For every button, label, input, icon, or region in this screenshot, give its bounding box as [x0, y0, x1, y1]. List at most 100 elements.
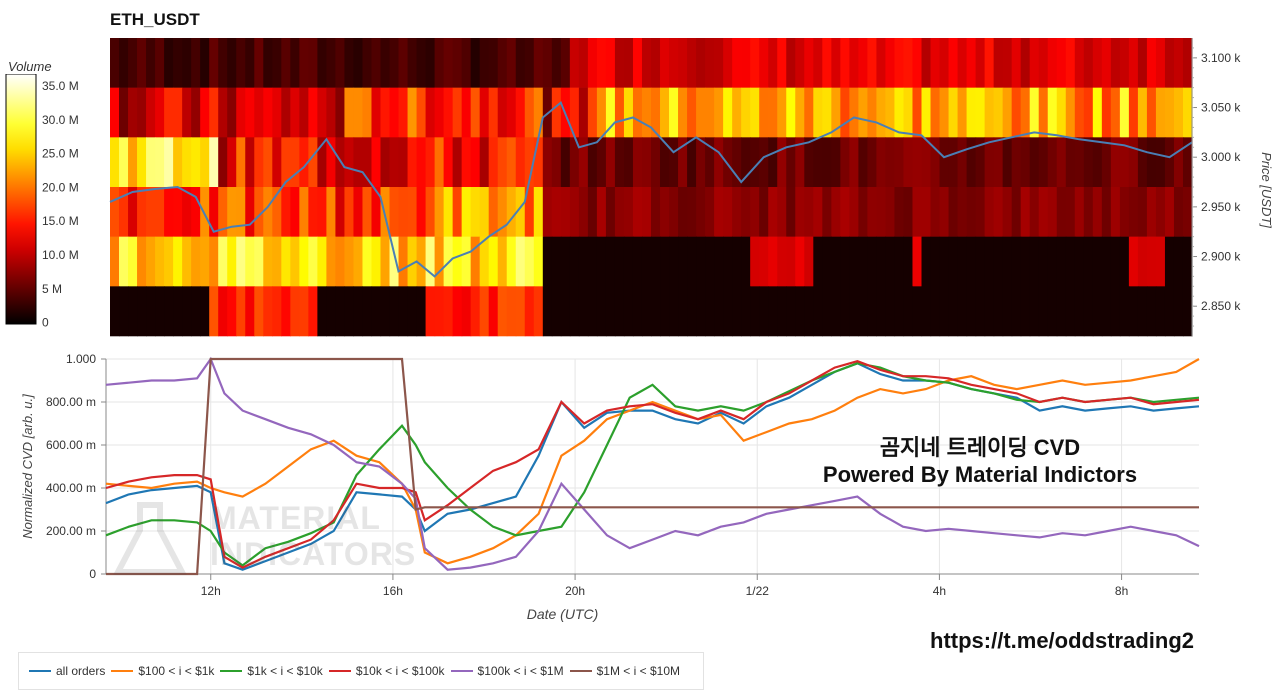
heatmap-cell: [272, 137, 282, 188]
heatmap-cell: [813, 87, 823, 138]
heatmap-cell: [506, 187, 517, 237]
legend-label: $100k < i < $1M: [477, 664, 564, 678]
heatmap-cell: [1011, 286, 1022, 337]
cvd-x-tick-label: 8h: [1115, 584, 1128, 598]
heatmap-cell: [1164, 236, 1175, 287]
heatmap-cell: [245, 38, 255, 88]
heatmap-cell: [542, 137, 553, 188]
heatmap-cell: [885, 236, 896, 287]
heatmap-cell: [551, 236, 562, 287]
heatmap-cell: [299, 236, 309, 287]
heatmap-cell: [191, 236, 201, 287]
heatmap-cell: [416, 38, 427, 88]
heatmap-cell: [263, 286, 273, 337]
heatmap-cell: [425, 38, 436, 88]
heatmap-cell: [714, 87, 724, 138]
heatmap-cell: [614, 187, 625, 237]
heatmap-cell: [164, 137, 174, 188]
heatmap-cell: [263, 137, 273, 188]
heatmap-cell: [434, 286, 445, 337]
heatmap-cell: [299, 87, 309, 138]
heatmap-cell: [209, 236, 219, 287]
cvd-series-line: [105, 360, 1200, 569]
legend-item[interactable]: $100k < i < $1M: [450, 664, 564, 678]
heatmap-cell: [614, 87, 625, 138]
heatmap-cell: [651, 236, 661, 287]
heatmap-cell: [867, 286, 878, 337]
heatmap-cell: [200, 137, 210, 188]
heatmap-cell: [1110, 187, 1121, 237]
heatmap-cell: [786, 87, 796, 138]
heatmap-cell: [1101, 38, 1112, 88]
heatmap-cell: [173, 286, 183, 337]
heatmap-cell: [515, 236, 526, 287]
legend-item[interactable]: $1M < i < $10M: [569, 664, 680, 678]
heatmap-cell: [587, 87, 598, 138]
heatmap-cell: [768, 286, 778, 337]
heatmap-cell: [957, 236, 968, 287]
heatmap-cell: [578, 38, 589, 88]
heatmap-cell: [191, 286, 201, 337]
heatmap-cell: [200, 286, 210, 337]
heatmap-cell: [1056, 137, 1067, 188]
cvd-x-tick-label: 1/22: [746, 584, 770, 598]
colorbar-tick-label: 0: [42, 316, 49, 330]
heatmap-cell: [966, 87, 977, 138]
heatmap-cell: [299, 286, 309, 337]
heatmap-cell: [344, 137, 355, 188]
price-axis-tick-label: 3.000 k: [1201, 150, 1241, 164]
heatmap-cell: [344, 236, 355, 287]
heatmap-cell: [137, 236, 147, 287]
heatmap-cell: [317, 87, 327, 138]
heatmap-cell: [461, 286, 472, 337]
heatmap-cell: [398, 87, 409, 138]
heatmap-cell: [218, 87, 228, 138]
heatmap-cell: [750, 137, 760, 188]
heatmap-cell: [182, 187, 192, 237]
heatmap-cell: [272, 87, 282, 138]
heatmap-cell: [488, 38, 499, 88]
heatmap-cell: [542, 236, 553, 287]
heatmap-cell: [1002, 137, 1013, 188]
heatmap-cell: [110, 286, 120, 337]
heatmap-cell: [353, 187, 364, 237]
heatmap-cell: [885, 137, 896, 188]
heatmap-cell: [723, 137, 733, 188]
heatmap-cell: [506, 87, 517, 138]
heatmap-cell: [137, 38, 147, 88]
heatmap-cell: [173, 236, 183, 287]
heatmap-cell: [380, 236, 391, 287]
heatmap-cell: [146, 137, 156, 188]
cvd-legend: all orders $100 < i < $1k $1k < i < $10k $1…: [18, 652, 704, 690]
heatmap-cell: [164, 286, 174, 337]
heatmap-cell: [1110, 38, 1121, 88]
heatmap-cell: [641, 38, 652, 88]
heatmap-cell: [560, 38, 571, 88]
heatmap-cell: [317, 236, 327, 287]
heatmap-cell: [587, 38, 598, 88]
heatmap-cell: [137, 137, 147, 188]
heatmap-cell: [416, 187, 427, 237]
heatmap-cell: [551, 187, 562, 237]
heatmap-cell: [596, 38, 607, 88]
heatmap-cell: [560, 187, 571, 237]
heatmap-cell: [921, 87, 932, 138]
heatmap-cell: [1146, 137, 1157, 188]
heatmap-cell: [182, 236, 192, 287]
heatmap-cell: [1038, 187, 1049, 237]
telegram-link[interactable]: https://t.me/oddstrading2: [930, 628, 1194, 653]
heatmap-cell: [155, 236, 165, 287]
legend-item[interactable]: $1k < i < $10k: [220, 664, 323, 678]
legend-item[interactable]: $100 < i < $1k: [111, 664, 214, 678]
heatmap-cell: [1083, 236, 1094, 287]
heatmap-cell: [578, 187, 589, 237]
heatmap-cell: [632, 38, 643, 88]
heatmap-cell: [840, 187, 850, 237]
heatmap-cell: [1020, 137, 1031, 188]
heatmap-cell: [227, 87, 237, 138]
heatmap-cell: [245, 87, 255, 138]
legend-item[interactable]: all orders: [29, 664, 105, 678]
heatmap-cell: [317, 38, 327, 88]
legend-item[interactable]: $10k < i < $100k: [328, 664, 445, 678]
heatmap-cell: [623, 137, 634, 188]
